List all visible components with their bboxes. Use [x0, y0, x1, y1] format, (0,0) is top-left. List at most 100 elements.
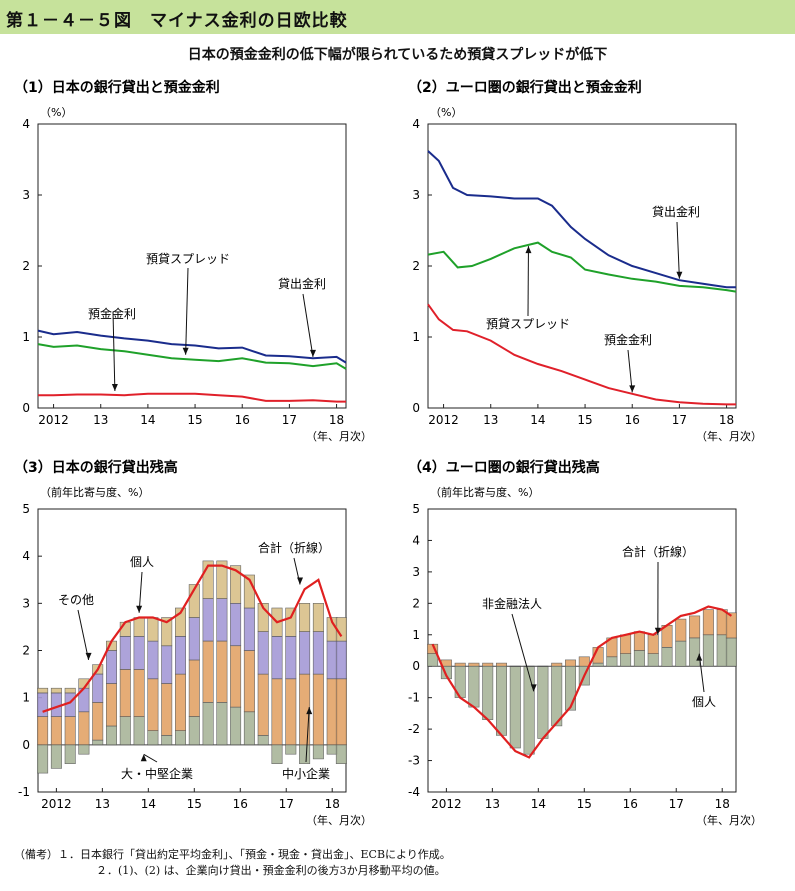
- stacked-bar: [119, 636, 131, 670]
- stacked-bar: [147, 678, 159, 731]
- stacked-bar: [188, 716, 200, 746]
- y-tick-label: 0: [412, 659, 420, 673]
- stacked-bar: [188, 659, 200, 717]
- annotation-arrowhead: [654, 627, 661, 635]
- series-line: [427, 303, 736, 406]
- stacked-bar: [243, 711, 255, 746]
- x-tick-label: 13: [95, 797, 110, 811]
- stacked-bar: [119, 716, 131, 746]
- stacked-bar: [257, 673, 269, 736]
- stacked-bar: [271, 678, 283, 746]
- stacked-bar: [202, 640, 214, 703]
- stacked-bar: [326, 744, 338, 755]
- annotation-arrowhead: [297, 577, 304, 585]
- stacked-bar: [216, 702, 228, 746]
- series-line: [37, 343, 347, 370]
- stacked-bar: [427, 653, 439, 667]
- annotation-label: 預貸スプレッド: [486, 316, 570, 331]
- x-tick-label: 13: [485, 797, 500, 811]
- y-tick-label: 2: [412, 596, 420, 610]
- annotation-arrow: [627, 349, 633, 393]
- annotation-label: 個人: [130, 555, 154, 569]
- panel-title: （4）ユーロ圏の銀行貸出残高: [408, 459, 600, 476]
- y-tick-label: -1: [408, 691, 420, 705]
- figure-subtitle: 日本の預金金利の低下幅が限られているため預貸スプレッドが低下: [187, 47, 608, 63]
- annotation-arrowhead: [306, 707, 313, 715]
- y-tick-label: 5: [412, 502, 420, 516]
- stacked-bar: [175, 673, 187, 731]
- stacked-bar: [592, 662, 604, 667]
- stacked-bar: [175, 607, 187, 637]
- x-tick-label: 14: [141, 797, 156, 811]
- y-tick-label: 4: [412, 533, 420, 547]
- stacked-bar: [633, 631, 645, 651]
- stacked-bar: [202, 560, 214, 599]
- stacked-bar: [675, 618, 687, 642]
- series-line: [37, 329, 347, 364]
- y-axis-unit: （前年比寄与度、%）: [40, 485, 149, 499]
- stacked-bar: [257, 735, 269, 746]
- stacked-bar: [620, 634, 632, 654]
- y-tick-label: 2: [412, 259, 420, 273]
- stacked-bar: [537, 665, 549, 668]
- stacked-bar: [285, 678, 297, 746]
- total-line: [42, 564, 343, 713]
- stacked-bar: [133, 669, 145, 717]
- stacked-bar: [299, 744, 311, 764]
- stacked-bar: [92, 739, 104, 746]
- stacked-bar: [257, 602, 269, 632]
- x-axis-label: （年、月次）: [306, 813, 372, 827]
- y-tick-label: 5: [22, 502, 30, 516]
- x-tick-label: 17: [672, 413, 687, 427]
- stacked-bar: [564, 659, 576, 667]
- stacked-bar: [675, 640, 687, 667]
- stacked-bar: [64, 687, 76, 694]
- note-2: ２．(1)、(2) は、企業向け貸出・預金金利の後方3か月移動平均の値。: [96, 864, 446, 877]
- stacked-bar: [312, 631, 324, 675]
- stacked-bar: [335, 678, 347, 746]
- annotation-label: 非金融法人: [482, 596, 542, 611]
- x-tick-label: 16: [623, 797, 638, 811]
- stacked-bar: [230, 602, 242, 646]
- stacked-bar: [702, 634, 714, 667]
- y-tick-label: 0: [22, 401, 30, 415]
- x-tick-label: 16: [233, 797, 248, 811]
- x-tick-label: 15: [577, 797, 592, 811]
- stacked-bar: [285, 744, 297, 755]
- stacked-bar: [326, 678, 338, 746]
- stacked-bar: [725, 612, 737, 639]
- stacked-bar: [133, 636, 145, 670]
- annotation-label: 個人: [692, 695, 716, 709]
- stacked-bar: [161, 617, 173, 647]
- stacked-bar: [661, 647, 673, 667]
- stacked-bar: [216, 560, 228, 599]
- annotation-arrow: [676, 221, 680, 279]
- annotation-arrow: [112, 311, 116, 391]
- annotation-label: 大・中堅企業: [121, 766, 193, 781]
- panel-title: （3）日本の銀行貸出残高: [14, 459, 178, 476]
- stacked-bar: [312, 602, 324, 632]
- x-tick-label: 14: [140, 413, 155, 427]
- stacked-bar: [64, 716, 76, 746]
- x-tick-label: 16: [235, 413, 250, 427]
- y-tick-label: 0: [412, 401, 420, 415]
- series-line: [427, 150, 736, 289]
- stacked-bar: [106, 725, 118, 746]
- stacked-bar: [689, 615, 701, 639]
- y-tick-label: 3: [22, 188, 30, 202]
- stacked-bar: [133, 617, 145, 637]
- stacked-bar: [564, 665, 576, 711]
- x-tick-label: 15: [187, 797, 202, 811]
- annotation-arrow: [143, 753, 158, 763]
- stacked-bar: [509, 665, 521, 749]
- stacked-bar: [271, 744, 283, 764]
- x-tick-label: 17: [669, 797, 684, 811]
- x-tick-label: 18: [719, 413, 734, 427]
- stacked-bar: [335, 640, 347, 680]
- y-axis-unit: （%）: [40, 106, 72, 119]
- stacked-bar: [188, 584, 200, 618]
- stacked-bar: [230, 645, 242, 708]
- annotation-label: 預金金利: [604, 332, 652, 347]
- stacked-bar: [243, 607, 255, 651]
- stacked-bar: [716, 634, 728, 667]
